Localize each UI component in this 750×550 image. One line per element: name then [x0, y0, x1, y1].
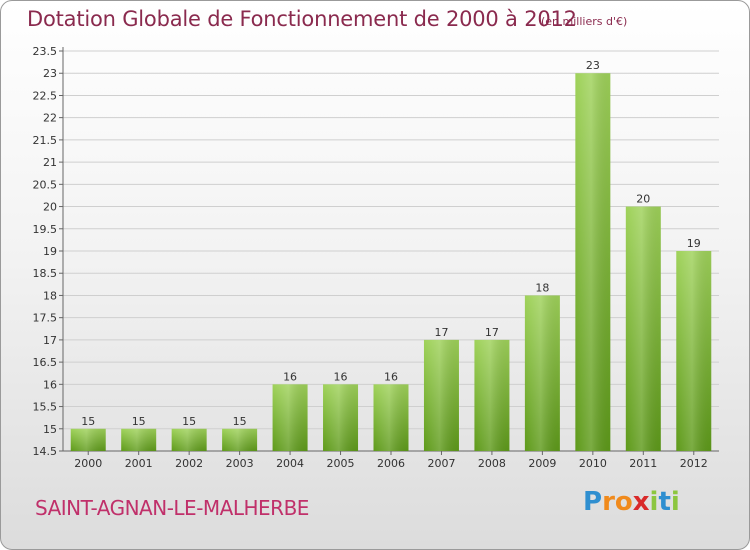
- bar-highlight: [625, 206, 661, 451]
- y-tick-label: 18: [43, 289, 57, 302]
- data-label: 16: [384, 370, 398, 383]
- logo-letter: x: [632, 487, 650, 517]
- data-label: 15: [132, 415, 146, 428]
- y-tick-label: 19.5: [33, 223, 58, 236]
- data-label: 17: [485, 326, 499, 339]
- data-label: 16: [283, 370, 297, 383]
- y-tick-label: 16.5: [33, 356, 58, 369]
- y-tick-label: 15: [43, 423, 57, 436]
- x-tick-label: 2012: [680, 457, 708, 470]
- x-tick-label: 2003: [226, 457, 254, 470]
- data-label: 17: [434, 326, 448, 339]
- chart-title: Dotation Globale de Fonctionnement de 20…: [27, 7, 577, 31]
- y-tick-label: 22: [43, 112, 57, 125]
- y-tick-label: 14.5: [33, 445, 58, 458]
- bars: [70, 73, 712, 451]
- x-tick-label: 2008: [478, 457, 506, 470]
- bar-highlight: [423, 339, 459, 451]
- bar-highlight: [575, 73, 611, 451]
- x-tick-label: 2001: [125, 457, 153, 470]
- x-tick-label: 2000: [74, 457, 102, 470]
- data-label: 18: [535, 281, 549, 294]
- bar-highlight: [323, 384, 359, 451]
- bar-highlight: [222, 428, 258, 451]
- data-label: 15: [233, 415, 247, 428]
- logo-letter: t: [658, 487, 671, 517]
- commune-name: SAINT-AGNAN-LE-MALHERBE: [35, 496, 309, 520]
- logo-letter: i: [670, 487, 680, 517]
- logo-letter: r: [602, 487, 615, 517]
- x-tick-label: 2011: [629, 457, 657, 470]
- y-tick-label: 23: [43, 67, 57, 80]
- y-tick-label: 15.5: [33, 401, 58, 414]
- y-tick-label: 17.5: [33, 312, 58, 325]
- data-label: 15: [81, 415, 95, 428]
- bar-highlight: [70, 428, 106, 451]
- y-tick-label: 19: [43, 245, 57, 258]
- bar-highlight: [676, 251, 712, 451]
- x-tick-label: 2002: [175, 457, 203, 470]
- data-label: 23: [586, 59, 600, 72]
- x-tick-label: 2007: [427, 457, 455, 470]
- y-tick-label: 23.5: [33, 45, 58, 58]
- data-label: 19: [687, 237, 701, 250]
- data-label: 20: [636, 193, 650, 206]
- proxiti-logo[interactable]: Proxiti: [583, 487, 680, 517]
- logo-letter: i: [649, 487, 659, 517]
- axes: 14.5 15 15.5 16 16.5 17 17.5 18 18.5 19 19.5 20 20.5…: [33, 45, 719, 458]
- x-tick-label: 2010: [579, 457, 607, 470]
- y-tick-label: 17: [43, 334, 57, 347]
- y-tick-label: 20.5: [33, 178, 58, 191]
- bar-highlight: [373, 384, 409, 451]
- chart-subtitle: (en milliers d'€): [541, 15, 628, 28]
- bar-highlight: [171, 428, 207, 451]
- logo-letter: P: [583, 487, 603, 517]
- y-tick-label: 16: [43, 378, 57, 391]
- x-tick-label: 2006: [377, 457, 405, 470]
- bar-highlight: [524, 295, 560, 451]
- labels: 2000 15 2001 15 2002 15 2003 15 2004 16 2005 16 2006…: [74, 59, 708, 470]
- x-tick-label: 2005: [327, 457, 355, 470]
- y-tick-label: 21.5: [33, 134, 58, 147]
- bar-highlight: [272, 384, 308, 451]
- y-tick-label: 21: [43, 156, 57, 169]
- logo-letter: o: [614, 487, 633, 517]
- y-tick-label: 20: [43, 201, 57, 214]
- data-label: 16: [334, 370, 348, 383]
- y-tick-label: 18.5: [33, 267, 58, 280]
- x-tick-label: 2004: [276, 457, 304, 470]
- bar-highlight: [474, 339, 510, 451]
- y-tick-label: 22.5: [33, 89, 58, 102]
- data-label: 15: [182, 415, 196, 428]
- bar-highlight: [121, 428, 157, 451]
- x-tick-label: 2009: [528, 457, 556, 470]
